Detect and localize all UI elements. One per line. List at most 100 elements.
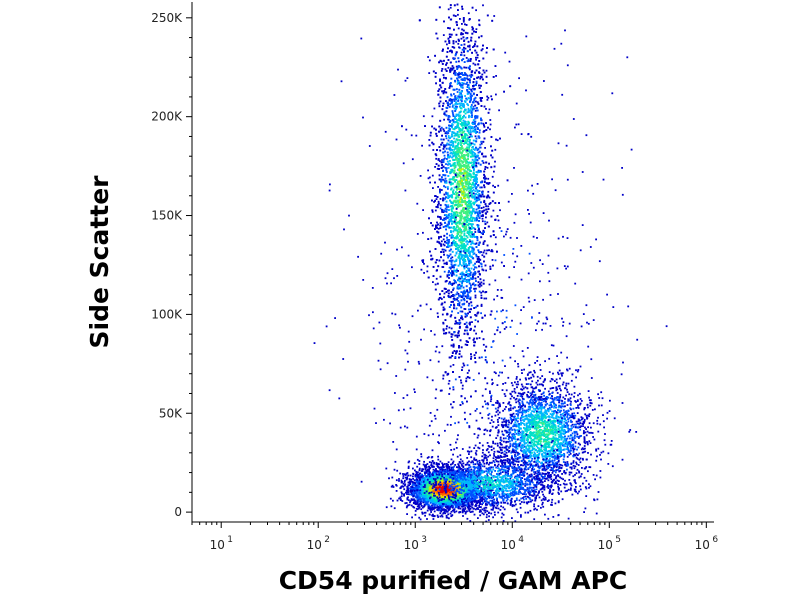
event-point-granulocytes [429,250,431,253]
event-point-granulocytes [469,125,472,128]
event-point-granulocytes [463,66,466,69]
event-point-granulocytes [476,131,478,133]
event-point-granulocytes [461,230,463,233]
event-point-granulocytes [435,157,438,160]
event-point-granulocytes [471,321,473,323]
event-point-granulocytes [471,6,474,9]
event-point-granulocytes [456,287,459,290]
event-point-granulocytes [460,102,463,105]
event-point-granulocytes [442,178,444,181]
event-point-granulocytes [431,209,434,212]
event-point-granulocytes [449,83,452,85]
event-point-granulocytes [491,200,494,203]
event-point-granulocytes [452,104,455,107]
event-point-granulocytes [445,280,448,282]
event-point-granulocytes [475,28,478,31]
event-point-granulocytes [468,116,470,119]
event-point-granulocytes [466,232,469,234]
event-point-granulocytes [483,175,486,178]
event-point-granulocytes [482,282,485,285]
event-point-granulocytes [469,321,471,324]
event-point-granulocytes [483,186,486,189]
event-point-granulocytes [464,280,466,283]
event-point-granulocytes [462,278,465,281]
event-point-granulocytes [445,110,448,113]
event-point-granulocytes [470,308,472,311]
event-point-granulocytes [434,199,436,202]
event-point-granulocytes [447,271,450,274]
event-point-granulocytes [450,344,453,347]
event-point-granulocytes [439,198,442,200]
event-point-granulocytes [448,128,451,131]
event-point-granulocytes [482,251,485,254]
event-point-granulocytes [453,72,455,75]
event-point-granulocytes [456,235,459,237]
event-point-granulocytes [469,48,471,51]
event-point-granulocytes [439,128,442,130]
event-point-granulocytes [488,249,490,252]
event-point-granulocytes [453,294,456,297]
event-point-granulocytes [459,216,462,218]
event-point-granulocytes [445,158,448,160]
event-point-granulocytes [436,37,439,40]
event-point-granulocytes [472,196,475,199]
event-point-granulocytes [478,217,481,219]
event-point-granulocytes [443,253,445,256]
event-point-granulocytes [454,74,457,76]
event-point-granulocytes [485,182,488,185]
event-point-granulocytes [480,232,483,235]
event-point-granulocytes [442,226,445,228]
event-point-granulocytes [456,119,458,121]
event-point-granulocytes [462,294,465,297]
event-point-granulocytes [459,404,462,406]
event-point-granulocytes [455,113,458,116]
event-point-granulocytes [454,118,457,120]
event-point-granulocytes [459,104,462,107]
event-point-granulocytes [482,241,485,244]
event-point-granulocytes [471,216,474,219]
event-point-granulocytes [461,23,463,25]
event-point-granulocytes [460,213,463,216]
event-point-granulocytes [462,119,465,122]
event-point-granulocytes [453,107,456,110]
event-point-granulocytes [464,139,467,142]
event-point-granulocytes [477,215,480,217]
event-point-granulocytes [451,50,453,53]
event-point-granulocytes [448,255,451,257]
event-point-granulocytes [455,138,458,141]
event-point-granulocytes [452,207,454,210]
event-point-granulocytes [447,296,450,298]
event-point-granulocytes [463,232,466,235]
event-point-granulocytes [460,100,463,102]
event-point-granulocytes [465,142,467,144]
event-point-granulocytes [462,17,465,19]
event-point-granulocytes [476,159,479,162]
event-point-granulocytes [476,56,479,59]
event-point-granulocytes [484,314,486,317]
event-point-granulocytes [462,297,465,300]
event-point-granulocytes [491,19,494,22]
event-point-granulocytes [464,101,467,103]
event-point-granulocytes [483,240,486,243]
event-point-granulocytes [441,81,444,84]
event-point-granulocytes [442,161,445,163]
event-point-granulocytes [467,248,470,251]
event-point-granulocytes [463,332,466,335]
event-point-granulocytes [479,143,482,146]
event-point-granulocytes [438,168,440,170]
event-point-granulocytes [453,4,456,7]
event-point-granulocytes [443,292,446,295]
event-point-granulocytes [456,133,459,135]
event-point-granulocytes [480,201,482,204]
event-point-granulocytes [468,279,471,281]
event-point-granulocytes [441,63,444,65]
event-point-granulocytes [472,189,475,191]
event-point-granulocytes [452,66,455,69]
event-point-granulocytes [460,395,463,398]
event-point-granulocytes [476,239,479,242]
event-point-granulocytes [459,118,461,120]
event-point-granulocytes [483,181,486,183]
event-point-granulocytes [439,191,441,194]
event-point-granulocytes [448,213,451,215]
event-point-granulocytes [457,264,460,267]
